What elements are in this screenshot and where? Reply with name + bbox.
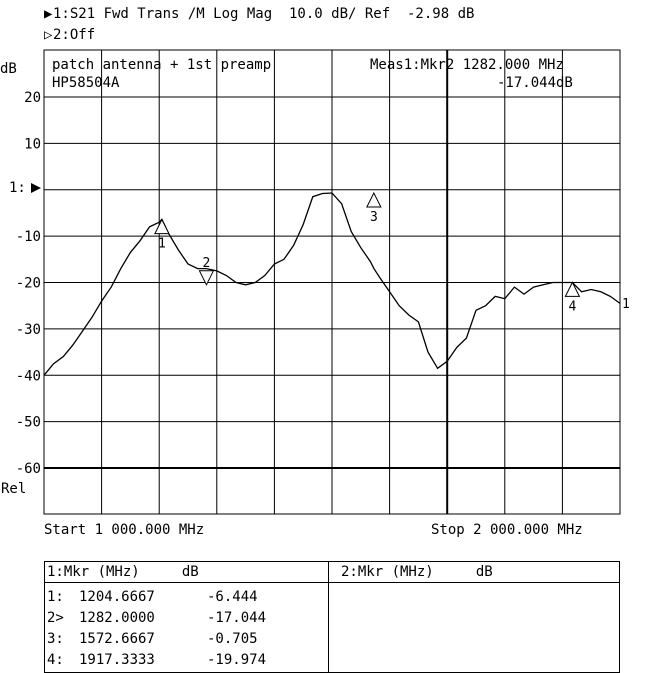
- marker-table-right-header: 2:Mkr (MHz) dB: [341, 564, 493, 580]
- marker-row-label: 2>: [47, 610, 64, 626]
- unit-label: dB: [0, 61, 17, 77]
- active-marker-value: -17.044dB: [497, 75, 573, 91]
- marker-row-value: -0.705: [207, 631, 258, 647]
- y-tick-label: 10: [24, 136, 41, 152]
- trace1-indicator: ▶: [44, 6, 53, 22]
- y-tick-label: 20: [24, 90, 41, 106]
- trace2-header: 2:Off: [53, 27, 96, 43]
- y-tick-labels: 20 10 -10 -20 -30 -40 -50 -60: [16, 90, 41, 477]
- stop-frequency: Stop 2 000.000 MHz: [431, 522, 583, 538]
- rel-label: Rel: [1, 481, 27, 497]
- plot-title: patch antenna + 1st preamp: [52, 57, 272, 73]
- trace-end-label: 1: [622, 297, 630, 312]
- plot-subtitle: HP58504A: [52, 75, 120, 91]
- marker-number-label: 3: [370, 210, 378, 225]
- marker-row-frequency: 1204.6667: [79, 589, 155, 605]
- trace-chart: 20 10 -10 -20 -30 -40 -50 -60 1 2 3 4 1: [16, 49, 630, 515]
- marker-number-label: 4: [568, 299, 576, 314]
- y-tick-label: -20: [16, 276, 41, 292]
- marker-number-label: 1: [158, 237, 166, 252]
- marker-group: 1 2 3 4: [154, 191, 581, 314]
- marker-row-label: 1:: [47, 589, 64, 605]
- trace-line: [43, 192, 621, 376]
- marker-4: 4: [564, 281, 581, 314]
- marker-table-header: 1:Mkr (MHz) dB 2:Mkr (MHz) dB: [45, 562, 619, 583]
- marker-number-label: 2: [203, 256, 211, 271]
- marker-2: 2: [198, 256, 215, 286]
- marker-row-frequency: 1572.6667: [79, 631, 155, 647]
- marker-row-value: -6.444: [207, 589, 258, 605]
- trace1-header: 1:S21 Fwd Trans /M Log Mag 10.0 dB/ Ref …: [53, 6, 475, 22]
- start-frequency: Start 1 000.000 MHz: [44, 522, 205, 538]
- reference-arrow: [31, 183, 41, 193]
- y-tick-label: -40: [16, 368, 41, 384]
- marker-table-left-header: 1:Mkr (MHz) dB: [47, 564, 199, 580]
- marker-row-frequency: 1917.3333: [79, 652, 155, 668]
- marker-row-value: -19.974: [207, 652, 267, 668]
- marker-row-frequency: 1282.0000: [79, 610, 155, 626]
- plot-grid: [43, 49, 621, 515]
- marker-triangle: [154, 218, 170, 235]
- marker-row-label: 4:: [47, 652, 64, 668]
- table-divider: [328, 562, 329, 672]
- marker-3: 3: [366, 191, 382, 225]
- marker-1: 1: [154, 218, 170, 252]
- marker-row-label: 3:: [47, 631, 64, 647]
- active-marker-readout: Meas1:Mkr2 1282.000 MHz: [370, 57, 564, 73]
- trace2-indicator: ▷: [44, 27, 53, 43]
- marker-triangle: [564, 281, 581, 297]
- reference-label: 1:: [9, 180, 26, 196]
- y-tick-label: -60: [16, 461, 41, 477]
- y-tick-label: -10: [16, 229, 41, 245]
- y-tick-label: -50: [16, 415, 41, 431]
- marker-table: 1:Mkr (MHz) dB 2:Mkr (MHz) dB 1: 1204.666…: [44, 561, 620, 673]
- y-tick-label: -30: [16, 322, 41, 338]
- marker-triangle: [366, 191, 382, 208]
- marker-row-value: -17.044: [207, 610, 267, 626]
- marker-triangle: [198, 270, 215, 286]
